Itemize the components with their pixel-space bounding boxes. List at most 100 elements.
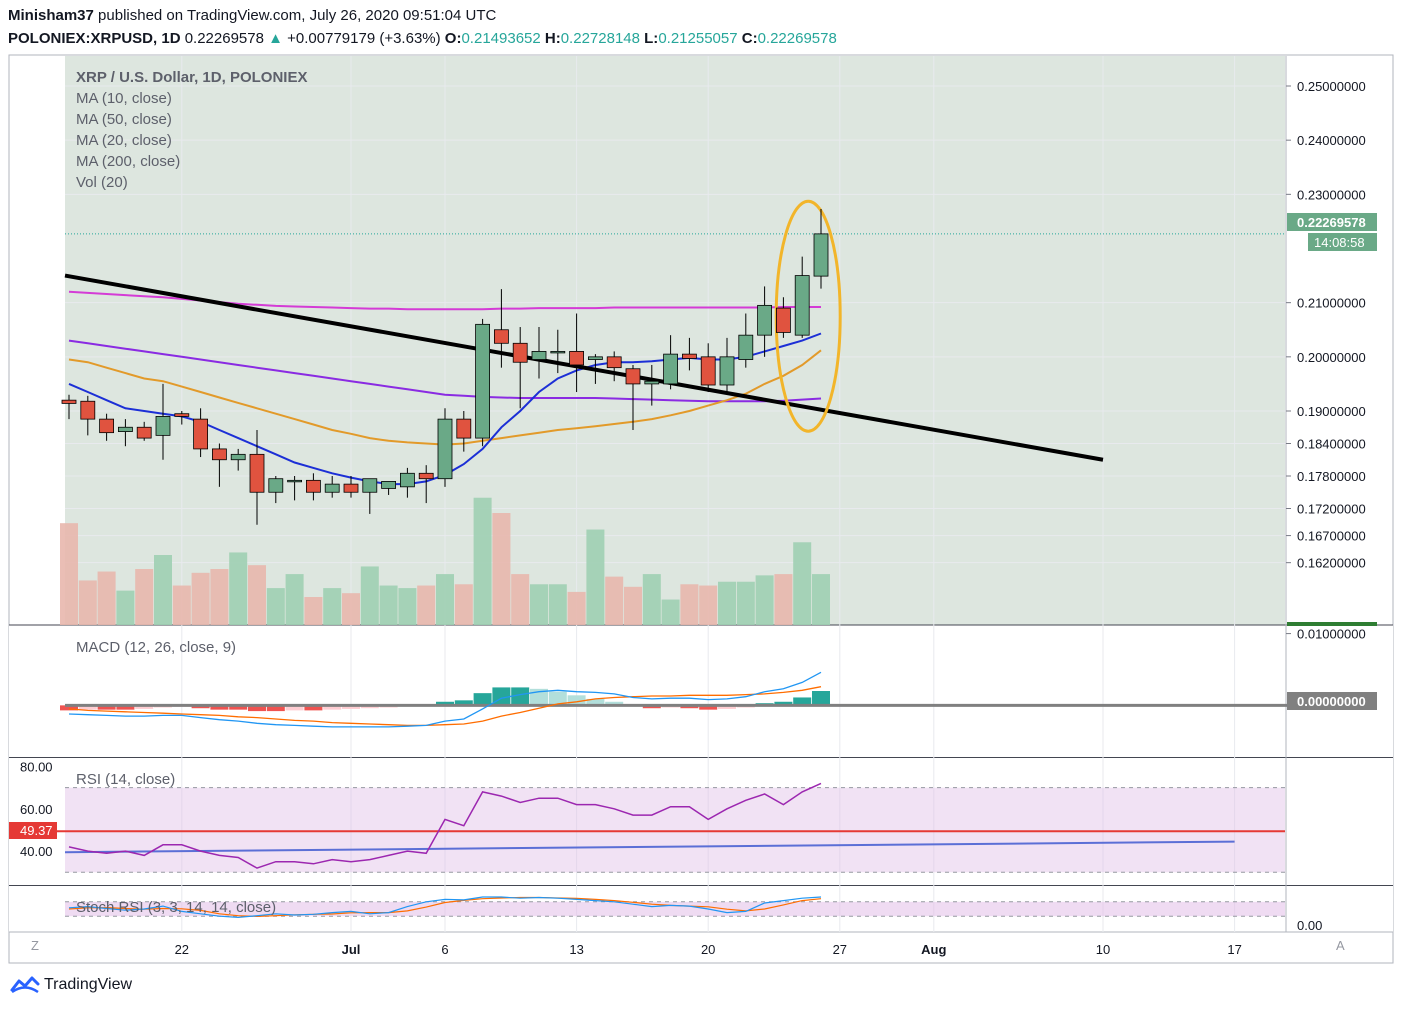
macd-histogram-bar: [285, 705, 304, 711]
rsi-pane[interactable]: [9, 758, 1393, 885]
candle-body: [362, 478, 378, 493]
price-axis-label: 0.24000000: [1297, 133, 1366, 148]
macd-histogram-bar: [116, 705, 135, 710]
candle-body: [700, 356, 716, 386]
close-label: C:: [741, 30, 758, 47]
candle-body: [776, 307, 791, 333]
last-price: 0.22269578: [184, 30, 264, 47]
legend-ma50: MA (50, close): [76, 111, 172, 128]
candle-body: [757, 304, 772, 336]
candle-body: [61, 399, 77, 404]
auto-scale-button[interactable]: A: [1336, 938, 1345, 953]
price-axis-label: 0.25000000: [1297, 79, 1366, 94]
price-axis-bottom-marker: [1287, 622, 1377, 626]
low-label: L:: [644, 30, 659, 47]
candle-body: [813, 233, 829, 277]
footer-text: TradingView: [44, 976, 133, 994]
ma50-line: [68, 339, 822, 403]
volume-bar: [97, 571, 116, 625]
macd-histogram-bar: [511, 687, 530, 706]
macd-histogram-bar: [454, 700, 473, 706]
volume-bar: [586, 529, 605, 625]
low-value: 0.21255057: [658, 30, 738, 47]
volume-bar: [78, 580, 97, 625]
rsi-axis-label: 60.00: [20, 802, 53, 817]
volume-bar: [229, 552, 248, 625]
time-axis-label: 22: [175, 942, 189, 957]
candle-body: [663, 353, 678, 385]
volume-bar: [417, 585, 436, 625]
price-axis-label: 0.16200000: [1297, 556, 1366, 571]
volume-bar: [248, 565, 266, 625]
footer-brand[interactable]: TradingView: [10, 975, 132, 995]
high-label: H:: [544, 30, 561, 47]
price-axis-label: 0.20000000: [1297, 350, 1366, 365]
legend-vol: Vol (20): [76, 174, 128, 191]
macd-histogram-bar: [78, 705, 97, 710]
candle-body: [381, 481, 397, 489]
candle-body: [606, 356, 622, 369]
candle-body: [418, 472, 434, 480]
candle-body: [193, 418, 209, 450]
author-name[interactable]: Minisham37: [8, 7, 94, 24]
macd-histogram-bar: [605, 701, 624, 706]
legend-rsi: RSI (14, close): [76, 771, 175, 788]
macd-histogram-bar: [229, 705, 248, 710]
stoch-axis-label: 0.00: [1297, 918, 1322, 933]
macd-histogram-bar: [812, 691, 830, 706]
rsi-value-tag-text: 49.37: [20, 823, 53, 838]
macd-histogram-bar: [323, 705, 342, 710]
legend-title: XRP / U.S. Dollar, 1D, POLONIEX: [76, 69, 307, 86]
time-axis-label: Aug: [921, 942, 946, 957]
price-axis-label: 0.17800000: [1297, 469, 1366, 484]
volume-bar: [548, 584, 567, 625]
candle-body: [437, 418, 453, 480]
candle-body: [738, 334, 754, 360]
candle-body: [305, 479, 321, 493]
chart-frame: [8, 54, 1394, 964]
candle-body: [211, 448, 227, 461]
volume-bar: [266, 588, 285, 625]
volume-bar: [342, 593, 360, 625]
legend-ma10: MA (10, close): [76, 90, 172, 107]
close-value: 0.22269578: [757, 30, 837, 47]
macd-histogram-bar: [342, 705, 360, 709]
volume-bar: [116, 590, 135, 625]
volume-bar: [360, 566, 379, 625]
candle-body: [588, 356, 603, 360]
candle-body: [512, 342, 528, 363]
legend-ma20: MA (20, close): [76, 132, 172, 149]
volume-bar: [530, 584, 548, 625]
macd-pane[interactable]: [9, 625, 1393, 757]
candle-body: [118, 426, 133, 432]
volume-bar: [323, 588, 342, 625]
countdown-tag-text: 14:08:58: [1314, 235, 1365, 250]
legend-stoch: Stoch RSI (3, 3, 14, 14, close): [76, 899, 276, 916]
volume-bar: [680, 584, 699, 625]
candle-body: [493, 329, 509, 344]
candle-body: [682, 353, 697, 359]
candle-body: [475, 323, 491, 439]
symbol-label: POLONIEX:XRPUSD, 1D: [8, 30, 181, 47]
stoch-k-line: [68, 896, 822, 919]
volume-bar: [285, 574, 304, 625]
rsi-axis-label: 40.00: [20, 844, 53, 859]
zoom-button[interactable]: Z: [31, 938, 39, 953]
volume-bar: [736, 581, 755, 625]
candle-body: [550, 351, 566, 354]
macd-line: [68, 671, 822, 728]
candle-body: [324, 483, 340, 493]
candle-body: [456, 418, 472, 439]
volume-bar: [191, 572, 210, 625]
macd-histogram-bar: [248, 705, 266, 712]
time-axis-label: 6: [441, 942, 448, 957]
price-axis-label: 0.17200000: [1297, 502, 1366, 517]
time-axis-label: 20: [701, 942, 715, 957]
price-axis-label: 0.18400000: [1297, 437, 1366, 452]
price-pane[interactable]: [65, 56, 1285, 625]
candle-body: [136, 426, 152, 439]
candle-body: [644, 380, 660, 385]
time-axis-label: 17: [1227, 942, 1241, 957]
volume-bar: [60, 523, 78, 625]
